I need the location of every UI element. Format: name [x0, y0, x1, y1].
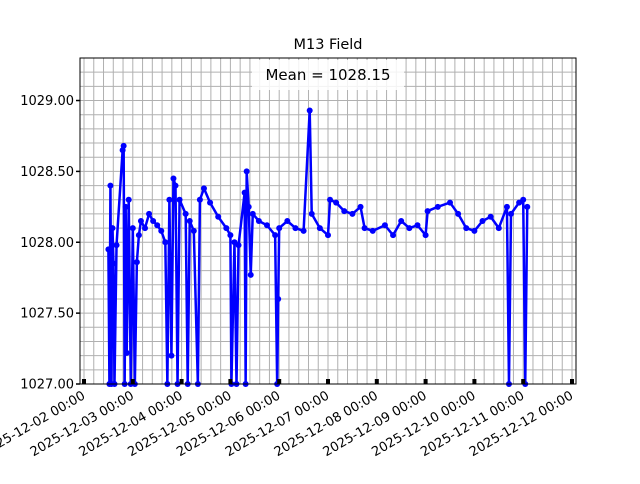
data-point [495, 225, 502, 232]
data-point [162, 239, 169, 246]
data-point [207, 199, 214, 206]
data-point [325, 232, 331, 239]
y-tick-label: 1028.00 [20, 236, 74, 251]
data-point [487, 213, 494, 220]
data-point [284, 218, 291, 224]
x-tick-mark [570, 379, 575, 384]
data-point [381, 222, 388, 229]
data-point [316, 225, 323, 232]
data-point [327, 196, 334, 203]
x-tick-mark [130, 379, 135, 384]
data-point [255, 218, 262, 224]
data-point [520, 196, 527, 203]
mean-annotation: Mean = 1028.15 [265, 66, 390, 84]
series-line [107, 109, 529, 386]
data-point [215, 213, 222, 220]
data-point [227, 232, 234, 239]
data-point [133, 259, 140, 266]
data-point [247, 271, 254, 278]
data-point [141, 225, 148, 232]
data-point [463, 225, 470, 232]
data-point [186, 218, 193, 224]
data-point [113, 242, 120, 249]
data-point [272, 232, 279, 239]
data-point [110, 260, 117, 267]
data-point [263, 222, 270, 229]
y-tick-label: 1029.00 [20, 94, 74, 109]
data-point [524, 203, 531, 210]
data-point [109, 225, 116, 232]
data-point [455, 210, 462, 217]
data-point [249, 210, 256, 217]
y-tick-label: 1028.50 [20, 165, 74, 180]
data-point [361, 225, 368, 232]
data-point [146, 210, 153, 217]
data-point [308, 210, 315, 217]
data-point [125, 196, 132, 203]
data-point [306, 107, 313, 114]
data-point [172, 182, 179, 189]
data-point [243, 168, 250, 175]
data-point [150, 218, 157, 224]
data-point [166, 196, 173, 203]
data-point [349, 210, 356, 217]
data-point [200, 185, 207, 192]
y-tick-label: 1027.00 [20, 378, 74, 393]
data-point [154, 222, 161, 229]
data-point [424, 208, 431, 215]
x-tick-mark [228, 379, 233, 384]
data-point [158, 227, 165, 234]
data-point [105, 246, 112, 253]
data-point [107, 182, 114, 189]
data-point [398, 218, 405, 224]
data-point [122, 203, 129, 210]
data-point [292, 225, 299, 232]
data-point [390, 232, 397, 239]
x-tick-mark [472, 379, 477, 384]
data-point [196, 196, 203, 203]
data-point [447, 199, 454, 206]
data-point [434, 203, 441, 210]
data-point [223, 225, 230, 232]
data-point [120, 142, 127, 149]
data-point [341, 208, 348, 215]
data-point [300, 227, 307, 234]
data-point [176, 196, 183, 203]
data-point [422, 232, 429, 239]
data-point [414, 222, 421, 229]
data-point [333, 199, 340, 206]
data-point [241, 189, 248, 196]
annotation-box [252, 60, 404, 90]
data-point [479, 218, 486, 224]
data-point [168, 352, 175, 359]
x-tick-mark [423, 379, 428, 384]
data-point [235, 242, 242, 249]
x-tick-mark [81, 379, 86, 384]
data-point [182, 210, 189, 217]
data-point [276, 225, 283, 232]
data-point [406, 225, 413, 232]
x-tick-mark [277, 379, 282, 384]
data-point [170, 175, 177, 182]
data-point [135, 232, 142, 239]
data-point [129, 225, 136, 232]
x-tick-mark [326, 379, 330, 384]
data-point [357, 203, 364, 210]
data-point [137, 218, 144, 224]
data-point [245, 203, 252, 210]
data-point [369, 227, 376, 234]
y-tick-label: 1027.50 [20, 307, 74, 322]
data-point [190, 227, 197, 234]
data-point [503, 203, 510, 210]
data-point [275, 295, 282, 302]
data-point [123, 349, 130, 356]
data-point [471, 227, 478, 234]
data-point [508, 210, 515, 217]
x-tick-mark [521, 379, 526, 384]
x-tick-mark [374, 379, 379, 384]
chart-title: M13 Field [293, 37, 362, 53]
x-tick-mark [179, 379, 184, 384]
